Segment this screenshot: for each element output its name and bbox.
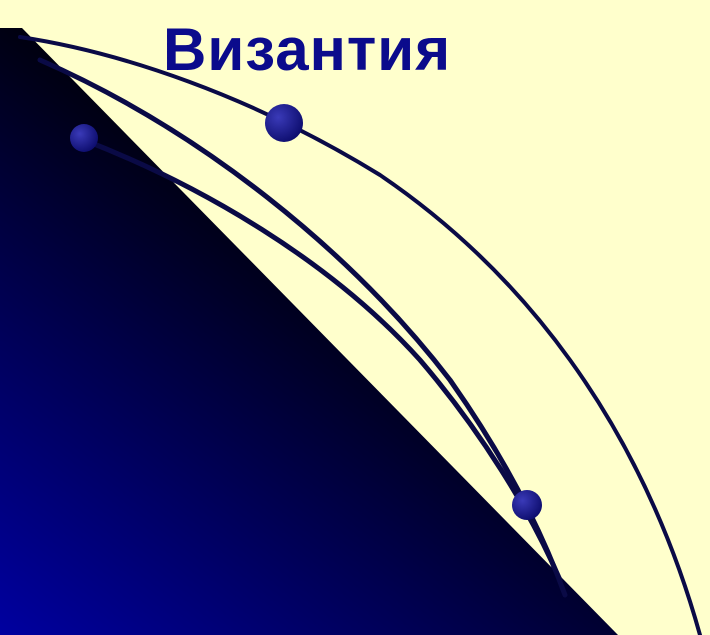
dark-triangle [0,28,618,635]
orb-left [70,124,98,152]
orbs [70,104,542,520]
outer-arc-line [18,35,702,635]
slide-title: Византия [163,16,452,83]
orb-lower [512,490,542,520]
orb-large [265,104,303,142]
